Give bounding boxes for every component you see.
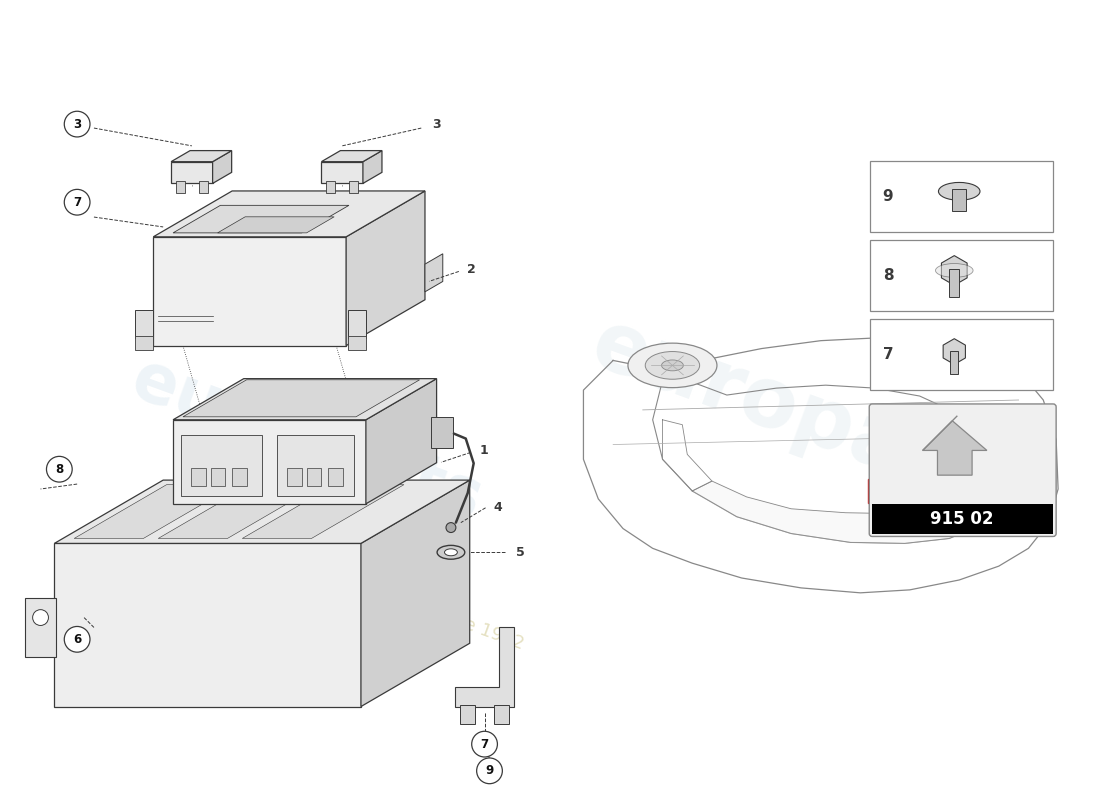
Text: 2: 2 bbox=[468, 263, 476, 276]
Text: 3: 3 bbox=[432, 118, 440, 130]
Text: 915 02: 915 02 bbox=[931, 510, 994, 528]
Polygon shape bbox=[346, 191, 425, 346]
Text: 7: 7 bbox=[73, 196, 81, 209]
Polygon shape bbox=[455, 627, 514, 706]
Polygon shape bbox=[158, 485, 320, 538]
Bar bbox=[460, 705, 475, 724]
Ellipse shape bbox=[646, 351, 700, 379]
Text: 1: 1 bbox=[480, 444, 488, 457]
Circle shape bbox=[446, 522, 455, 533]
Bar bbox=[54, 543, 361, 706]
Bar bbox=[348, 336, 366, 350]
Ellipse shape bbox=[437, 546, 465, 559]
Text: 6: 6 bbox=[73, 633, 81, 646]
Polygon shape bbox=[923, 416, 957, 450]
Bar bbox=[191, 468, 206, 486]
Polygon shape bbox=[242, 485, 404, 538]
Polygon shape bbox=[212, 150, 232, 183]
FancyBboxPatch shape bbox=[869, 404, 1056, 537]
Circle shape bbox=[46, 456, 73, 482]
Bar bbox=[210, 468, 225, 486]
Bar bbox=[321, 162, 363, 183]
Bar bbox=[872, 504, 1053, 534]
Bar bbox=[349, 182, 358, 194]
Bar bbox=[870, 319, 1053, 390]
Polygon shape bbox=[868, 479, 912, 503]
Ellipse shape bbox=[661, 360, 683, 371]
Bar bbox=[327, 182, 336, 194]
Polygon shape bbox=[366, 378, 437, 504]
Bar bbox=[277, 434, 354, 496]
Polygon shape bbox=[218, 217, 334, 233]
Text: 7: 7 bbox=[882, 347, 893, 362]
Bar bbox=[494, 705, 509, 724]
Text: 9: 9 bbox=[882, 189, 893, 204]
Polygon shape bbox=[923, 421, 987, 475]
Ellipse shape bbox=[935, 263, 974, 278]
Circle shape bbox=[64, 190, 90, 215]
Polygon shape bbox=[321, 150, 382, 162]
Text: 7: 7 bbox=[481, 738, 488, 750]
Bar bbox=[348, 310, 366, 338]
Polygon shape bbox=[942, 256, 967, 286]
Bar bbox=[895, 478, 905, 486]
Text: a passion for parts since 1982: a passion for parts since 1982 bbox=[264, 542, 527, 653]
Bar bbox=[307, 468, 321, 486]
Bar bbox=[878, 488, 888, 496]
Text: 4: 4 bbox=[493, 502, 502, 514]
Polygon shape bbox=[54, 480, 470, 543]
Text: 9: 9 bbox=[485, 764, 494, 778]
Polygon shape bbox=[692, 481, 983, 543]
Polygon shape bbox=[361, 480, 470, 706]
Polygon shape bbox=[74, 485, 235, 538]
Polygon shape bbox=[153, 191, 425, 237]
Polygon shape bbox=[943, 338, 966, 364]
Bar bbox=[176, 182, 185, 194]
Polygon shape bbox=[173, 206, 349, 233]
Polygon shape bbox=[173, 378, 437, 420]
Bar bbox=[870, 240, 1053, 311]
Ellipse shape bbox=[932, 332, 1026, 379]
Text: 3: 3 bbox=[73, 118, 81, 130]
Polygon shape bbox=[425, 254, 443, 292]
Ellipse shape bbox=[938, 182, 980, 200]
Bar bbox=[172, 162, 212, 183]
Bar bbox=[953, 190, 966, 211]
Ellipse shape bbox=[950, 341, 1008, 370]
Bar bbox=[173, 420, 366, 504]
Text: 5: 5 bbox=[516, 546, 525, 558]
Circle shape bbox=[64, 111, 90, 137]
Bar bbox=[182, 434, 262, 496]
Bar bbox=[153, 237, 346, 346]
Bar bbox=[878, 478, 888, 486]
Bar bbox=[431, 417, 453, 449]
Text: europarts: europarts bbox=[581, 303, 1042, 537]
Polygon shape bbox=[172, 150, 232, 162]
Polygon shape bbox=[363, 150, 382, 183]
Text: europarts: europarts bbox=[122, 346, 491, 534]
Bar bbox=[895, 488, 905, 496]
Bar bbox=[232, 468, 248, 486]
Bar bbox=[135, 310, 153, 338]
Polygon shape bbox=[183, 380, 419, 417]
Bar bbox=[287, 468, 301, 486]
Bar bbox=[949, 270, 959, 297]
Bar bbox=[135, 336, 153, 350]
Text: 8: 8 bbox=[55, 462, 64, 476]
Bar bbox=[328, 468, 343, 486]
Ellipse shape bbox=[967, 350, 991, 362]
Ellipse shape bbox=[628, 343, 717, 388]
Bar bbox=[199, 182, 208, 194]
Bar bbox=[24, 598, 56, 657]
Circle shape bbox=[64, 626, 90, 652]
Ellipse shape bbox=[444, 549, 458, 556]
Bar bbox=[870, 161, 1053, 232]
Circle shape bbox=[33, 610, 48, 626]
Text: 8: 8 bbox=[882, 268, 893, 283]
Bar bbox=[950, 350, 958, 374]
Circle shape bbox=[476, 758, 503, 784]
Circle shape bbox=[472, 731, 497, 757]
